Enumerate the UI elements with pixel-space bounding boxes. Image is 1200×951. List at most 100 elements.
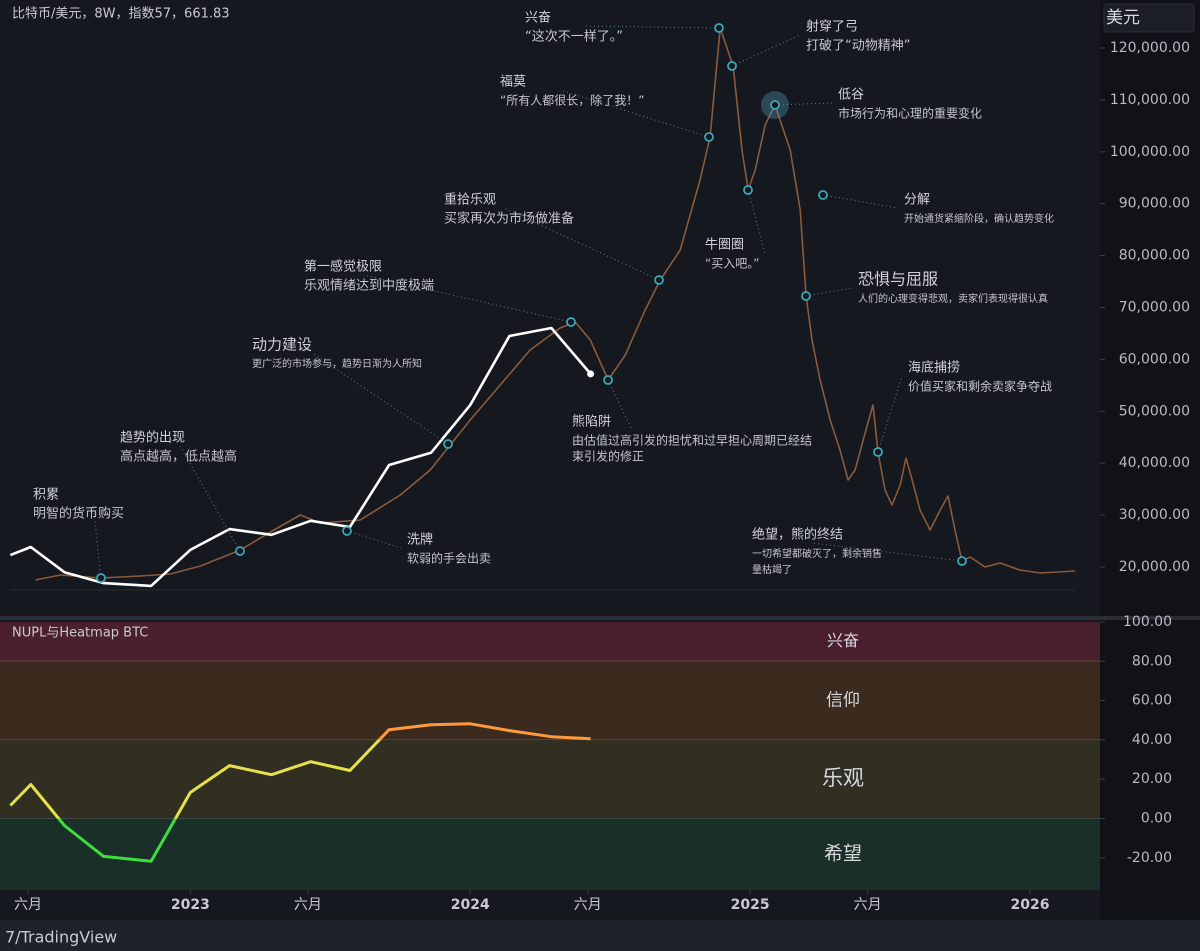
event-marker [566,317,576,327]
series-line [9,326,592,588]
y-tick-label: 0.00 [1141,810,1172,826]
unit-box [1103,3,1195,33]
event-marker [873,447,883,457]
x-tick-label: 2026 [1011,897,1050,913]
leader-line [822,194,899,209]
event-marker [714,23,724,33]
event-marker [443,439,453,449]
event-marker [770,100,780,110]
leader-line [363,274,572,323]
event-marker [727,61,737,71]
y-tick-label: 100,000.00 [1110,144,1190,160]
annotation-title: 兴奋 [525,11,551,26]
annotation-text: 高点越高，低点越高 [120,449,237,465]
annotation-text: 明智的货币购买 [33,506,124,522]
annotation-title: 射穿了弓 [806,19,858,35]
leader-line [179,445,241,552]
footer-bar [0,920,1200,951]
event-marker [342,526,352,536]
annotation-title: 低谷 [838,88,864,103]
annotation-title: 洗牌 [407,532,433,548]
event-marker [743,185,753,195]
footer: 7/TradingView [5,928,117,947]
annotation-title: 分解 [904,193,930,208]
annotation-text: “这次不一样了。” [525,29,623,45]
annotation-title: 牛圈圈 [705,238,744,253]
x-tick-label: 六月 [854,897,882,913]
y-tick-label: 40,000.00 [1119,455,1190,471]
x-tick-label: 2023 [171,897,210,913]
series-line [35,27,1076,581]
y-tick-label: 20,000.00 [1119,559,1190,575]
leader-line [731,34,801,67]
end-dot [587,370,595,378]
annotation-text: 开始通货紧缩阶段，确认趋势变化 [904,212,1054,225]
x-tick-label: 2024 [451,897,490,913]
y-tick-label: 30,000.00 [1119,507,1190,523]
y-tick-label: 60,000.00 [1119,351,1190,367]
annotation-title: 熊陷阱 [572,414,611,430]
annotation-text: 量枯竭了 [752,563,792,576]
annotation-text: 市场行为和心理的重要变化 [838,106,982,121]
zone-band [0,739,1100,819]
annotation-title: 恐惧与屈服 [858,270,938,289]
chart-title: NUPL与Heatmap BTC [12,626,148,641]
x-tick-label: 六月 [574,897,602,913]
event-marker [654,275,664,285]
annotation-title: 福莫 [500,75,526,90]
annotation-text: 乐观情绪达到中度极端 [304,278,434,294]
x-tick-label: 六月 [294,897,322,913]
zone-band [0,661,1100,740]
annotation-title: 积累 [33,488,59,503]
annotation-text: 买家再次为市场做准备 [444,211,574,227]
annotation-text: 软弱的手会出卖 [407,551,491,566]
event-marker [704,132,714,142]
price-axis [1100,0,1200,920]
annotation-title: 第一感觉极限 [304,259,382,275]
annotation-text: 由估值过高引发的担忧和过早担心周期已经结 [572,433,812,448]
leader-line [774,102,833,106]
annotation-text: 更广泛的市场参与，趋势日渐为人所知 [252,357,422,370]
y-tick-label: 60.00 [1132,693,1172,709]
annotation-text: 打破了“动物精神” [806,39,910,54]
event-marker [96,573,106,583]
event-marker [957,556,967,566]
annotation-title: 重拾乐观 [444,192,496,208]
annotation-text: 束引发的修正 [572,449,644,464]
y-tick-label: 80.00 [1132,653,1172,669]
y-tick-label: 70,000.00 [1119,300,1190,316]
zone-label: 兴奋 [827,631,859,650]
zone-label: 乐观 [822,766,864,790]
y-tick-label: 110,000.00 [1110,92,1190,108]
y-tick-label: 40.00 [1132,732,1172,748]
annotation-text: 人们的心理变得悲观，卖家们表现得很认真 [858,292,1048,305]
series-line [9,722,591,863]
annotation-title: 绝望，熊的终结 [752,527,843,543]
annotation-text: “所有人都很长，除了我！” [500,93,644,108]
event-marker [235,546,245,556]
y-tick-label: 50,000.00 [1119,403,1190,419]
chart-title: 比特币/美元，8W，指数57，661.83 [12,7,230,22]
leader-line [503,207,660,281]
zone-band [0,818,1100,890]
x-tick-label: 六月 [14,897,42,913]
leader-line [311,352,449,445]
annotation-text: 价值买家和剩余卖家争夺战 [908,379,1052,394]
y-tick-label: -20.00 [1127,850,1172,866]
leader-line [747,189,766,254]
leader-line [346,530,402,549]
annotation-title: 趋势的出现 [120,430,185,446]
event-marker [603,375,613,385]
y-tick-label: 90,000.00 [1119,196,1190,212]
annotation-text: “买入吧。” [705,257,759,271]
annotation-text: 一切希望都破灭了，剩余销售 [752,547,882,560]
y-tick-label: 100.00 [1123,614,1172,630]
x-tick-label: 2025 [731,897,770,913]
y-tick-label: 80,000.00 [1119,248,1190,264]
unit-label: 美元 [1106,8,1140,28]
event-marker [801,291,811,301]
zone-band [0,621,1100,662]
y-tick-label: 120,000.00 [1110,40,1190,56]
annotation-title: 动力建设 [252,336,312,354]
annotation-title: 海底捕捞 [908,360,960,376]
